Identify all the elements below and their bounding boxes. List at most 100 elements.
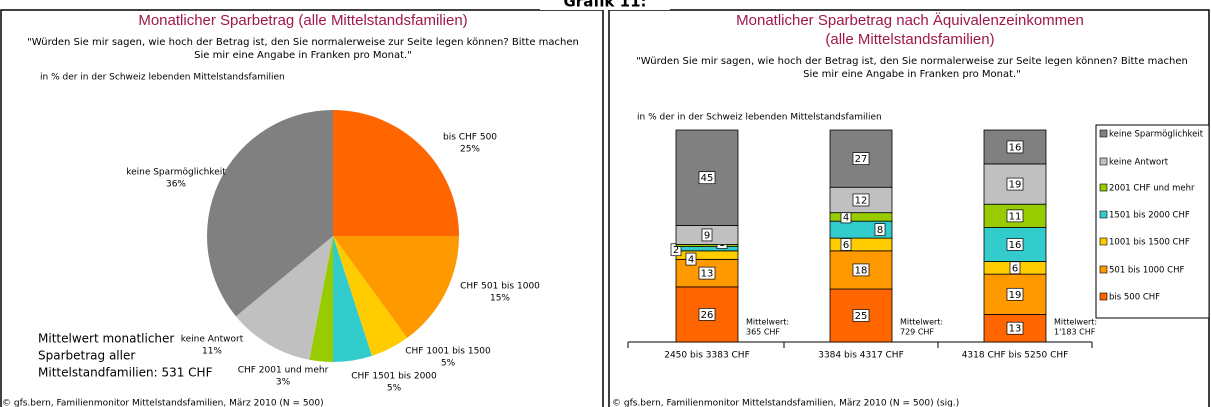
legend-label: bis 500 CHF bbox=[1109, 293, 1160, 303]
value-label: 9 bbox=[704, 230, 710, 241]
value-label-box bbox=[852, 193, 870, 207]
note: in % der in der Schweiz lebenden Mittels… bbox=[637, 113, 882, 123]
bar-segment bbox=[983, 163, 1047, 205]
value-label: 19 bbox=[1009, 180, 1022, 191]
slice-label: CHF 1001 bis 1500 bbox=[405, 347, 491, 357]
value-label-box bbox=[1006, 238, 1024, 251]
value-label-box bbox=[685, 252, 697, 266]
slice-value: 3% bbox=[276, 378, 291, 388]
legend-label: keine Sparmöglichkeit bbox=[1109, 130, 1204, 140]
slice-value: 5% bbox=[441, 359, 456, 369]
value-label-box bbox=[698, 266, 716, 280]
header-bg bbox=[540, 0, 670, 10]
pie-slice bbox=[333, 236, 372, 362]
value-label-box bbox=[701, 228, 713, 242]
chart-title: (alle Mittelstandsfamilien) bbox=[825, 31, 994, 48]
slice-label: bis CHF 500 bbox=[443, 133, 497, 143]
bar-segment bbox=[829, 212, 893, 222]
x-tick-label: 3384 bis 4317 CHF bbox=[818, 351, 904, 361]
pie-slice bbox=[333, 236, 408, 356]
chart-title: Monatlicher Sparbetrag nach Äquivalenzei… bbox=[736, 12, 1084, 29]
slice-value: 15% bbox=[490, 294, 510, 304]
slice-value: 25% bbox=[460, 145, 480, 155]
slice-value: 11% bbox=[202, 347, 222, 357]
annotation: Mittelstandfamilien: 531 CHF bbox=[38, 366, 213, 380]
pie-slice bbox=[309, 236, 333, 362]
question: "Würden Sie mir sagen, wie hoch der Betr… bbox=[636, 56, 1188, 67]
value-label-box bbox=[1006, 287, 1024, 301]
slice-label: CHF 2001 und mehr bbox=[238, 366, 329, 376]
value-label: 16 bbox=[1009, 142, 1022, 153]
value-label: 2 bbox=[673, 245, 679, 256]
annotation: 365 CHF bbox=[746, 328, 780, 337]
value-label: 13 bbox=[701, 269, 714, 280]
value-label: 16 bbox=[1009, 240, 1022, 251]
bar-segment bbox=[829, 237, 893, 252]
chart-title: Monatlicher Sparbetrag (alle Mittelstand… bbox=[138, 12, 467, 29]
value-label: 6 bbox=[1012, 263, 1018, 274]
slice-value: 36% bbox=[166, 180, 186, 190]
value-label: 4 bbox=[688, 255, 694, 266]
left-panel bbox=[0, 9, 604, 407]
slice-label: keine Sparmöglichkeit bbox=[126, 168, 226, 178]
value-label: 25 bbox=[855, 311, 868, 322]
legend-swatch bbox=[1099, 237, 1108, 246]
legend-swatch bbox=[1099, 210, 1108, 219]
value-label: 18 bbox=[855, 265, 868, 276]
value-label-box bbox=[698, 171, 716, 185]
question: Sie mir eine Angabe in Franken pro Monat… bbox=[194, 50, 412, 61]
pie-slice bbox=[206, 110, 333, 317]
legend-swatch bbox=[1099, 129, 1108, 138]
pie-slice bbox=[235, 236, 333, 360]
x-tick-label: 4318 CHF bis 5250 CHF bbox=[962, 351, 1069, 361]
value-label: 4 bbox=[843, 212, 849, 223]
value-label-box bbox=[1006, 140, 1024, 154]
legend-box bbox=[1095, 124, 1210, 319]
legend-label: keine Antwort bbox=[1109, 158, 1169, 168]
bar-segment bbox=[675, 250, 739, 260]
slice-label: CHF 1501 bis 2000 bbox=[351, 372, 437, 382]
value-label: 11 bbox=[1009, 211, 1022, 222]
value-label: 19 bbox=[1009, 290, 1022, 301]
value-label: 6 bbox=[843, 240, 849, 251]
annotation: 1'183 CHF bbox=[1054, 328, 1096, 337]
value-label-box bbox=[874, 223, 886, 236]
question: Sie mir eine Angabe in Franken pro Monat… bbox=[803, 69, 1021, 80]
value-label: 8 bbox=[877, 225, 883, 236]
annotation: Mittelwert: bbox=[746, 318, 789, 327]
annotation: Mittelwert monatlicher bbox=[38, 332, 174, 346]
pie-slice bbox=[333, 236, 459, 338]
pie-slice bbox=[333, 110, 459, 236]
value-label-box bbox=[1006, 177, 1024, 191]
slice-label: CHF 501 bis 1000 bbox=[460, 282, 540, 292]
source: © gfs.bern, Familienmonitor Mittelstands… bbox=[2, 399, 324, 407]
value-label: 45 bbox=[701, 173, 714, 184]
value-label-box bbox=[852, 152, 870, 165]
legend-label: 2001 CHF und mehr bbox=[1109, 184, 1195, 194]
question: "Würden Sie mir sagen, wie hoch der Betr… bbox=[27, 37, 579, 48]
annotation: Mittelwert: bbox=[900, 318, 943, 327]
legend-label: 1501 bis 2000 CHF bbox=[1109, 211, 1190, 221]
annotation: Sparbetrag aller bbox=[38, 349, 135, 363]
value-label: 12 bbox=[855, 195, 868, 206]
legend-swatch bbox=[1099, 265, 1108, 274]
value-label-box bbox=[852, 263, 870, 277]
legend-swatch bbox=[1099, 292, 1108, 301]
slice-value: 5% bbox=[387, 384, 402, 394]
value-label-box bbox=[852, 309, 870, 322]
x-tick-label: 2450 bis 3383 CHF bbox=[664, 351, 750, 361]
value-label: 13 bbox=[1009, 324, 1022, 335]
legend-label: 1001 bis 1500 CHF bbox=[1109, 238, 1190, 248]
annotation: Mittelwert: bbox=[1054, 318, 1097, 327]
value-label-box bbox=[1006, 321, 1024, 335]
value-label: 27 bbox=[855, 154, 868, 165]
bar-segment bbox=[675, 246, 739, 252]
page-title: Grafik 11: bbox=[563, 0, 646, 11]
legend-label: 501 bis 1000 CHF bbox=[1109, 266, 1184, 276]
note: in % der in der Schweiz lebenden Mittels… bbox=[40, 73, 285, 83]
legend-swatch bbox=[1099, 183, 1108, 192]
annotation: 729 CHF bbox=[900, 328, 934, 337]
source: © gfs.bern, Familienmonitor Mittelstands… bbox=[612, 399, 959, 407]
value-label: 26 bbox=[701, 310, 714, 321]
